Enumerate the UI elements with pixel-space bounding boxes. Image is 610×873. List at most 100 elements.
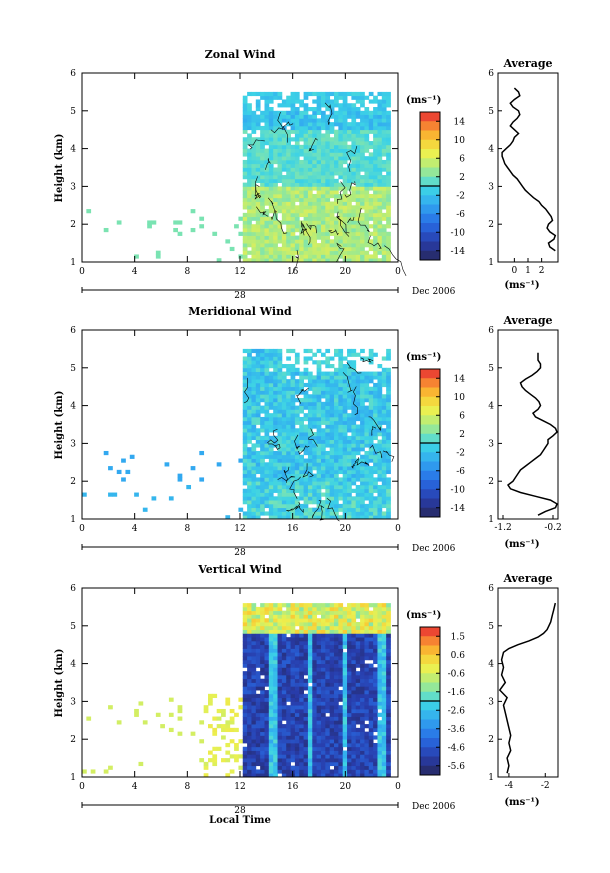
zonal-heat-cell <box>303 186 309 191</box>
zonal-heat-cell <box>320 216 326 221</box>
meridional-heat-cell <box>238 507 244 512</box>
vertical-heat-cell <box>203 761 209 767</box>
vertical-heat-cell <box>247 656 252 661</box>
meridional-heat-cell <box>268 428 274 433</box>
vertical-heat-cell <box>290 637 296 642</box>
vertical-heat-cell <box>386 656 391 661</box>
zonal-heat-cell <box>255 235 261 240</box>
meridional-heat-cell <box>329 462 335 467</box>
vertical-heat-cell <box>273 629 278 634</box>
zonal-heat-cell <box>251 193 257 199</box>
meridional-heat-cell <box>338 424 344 429</box>
vertical-heat-cell <box>251 625 257 630</box>
vertical-heat-cell <box>334 724 339 729</box>
zonal-heat-cell <box>320 227 326 233</box>
meridional-heat-cell <box>281 364 287 369</box>
zonal-heat-cell <box>281 163 287 168</box>
zonal-heat-cell <box>355 129 361 134</box>
zonal-heat-cell <box>364 125 370 131</box>
vertical-heat-cell <box>329 754 335 759</box>
zonal-heat-cell <box>299 110 304 115</box>
meridional-heat-cell <box>355 507 361 512</box>
vertical-heat-cell <box>277 618 283 623</box>
meridional-heat-cell <box>299 398 304 403</box>
zonal-heat-cell <box>277 103 283 108</box>
zonal-heat-cell <box>286 258 291 263</box>
vertical-heat-cell <box>290 648 296 653</box>
zonal-heat-cell <box>290 190 296 195</box>
vertical-heat-cell <box>260 754 265 759</box>
meridional-heat-cell <box>264 413 270 418</box>
meridional-profile-frame <box>497 329 559 520</box>
meridional-heat-cell <box>368 390 374 395</box>
meridional-heat-cell <box>377 386 383 391</box>
meridional-heat-cell <box>268 450 274 456</box>
meridional-heat-cell <box>286 462 291 467</box>
vertical-heat-cell <box>373 614 378 619</box>
zonal-heat-cell <box>303 91 309 97</box>
zonal-heat-cell <box>268 137 274 142</box>
zonal-heat-cell <box>290 201 296 206</box>
meridional-heat-cell <box>251 511 257 516</box>
meridional-heat-cell <box>277 382 283 388</box>
vertical-heat-cell <box>103 769 109 774</box>
zonal-heat-cell <box>251 212 257 218</box>
zonal-heat-cell <box>347 129 352 134</box>
vertical-heat-cell <box>316 625 322 630</box>
zonal-heat-cell <box>286 171 291 176</box>
zonal-heat-cell <box>264 103 270 108</box>
vertical-heat-cell <box>247 640 252 646</box>
meridional-heat-cell <box>303 428 309 433</box>
zonal-heat-cell <box>325 125 331 131</box>
zonal-heat-cell <box>381 144 387 149</box>
vertical-heat-cell <box>355 742 361 748</box>
vertical-heat-cell <box>329 603 335 608</box>
meridional-heat-cell <box>325 379 331 384</box>
zonal-heat-cell <box>364 258 370 263</box>
meridional-heat-cell <box>277 405 283 410</box>
vertical-heat-cell <box>277 610 283 615</box>
vertical-heat-cell <box>281 652 287 657</box>
meridional-heat-cell <box>312 398 318 403</box>
zonal-heat-cell <box>260 212 265 218</box>
zonal-heat-cell <box>307 227 313 233</box>
meridional-heat-cell <box>307 432 313 437</box>
zonal-heat-cell <box>325 159 331 165</box>
meridional-heat-cell <box>351 481 357 486</box>
zonal-heat-cell <box>299 254 304 259</box>
meridional-ytick-label: 6 <box>70 326 76 336</box>
vertical-heat-cell <box>294 656 300 661</box>
zonal-heat-cell <box>264 193 270 199</box>
zonal-heat-cell <box>373 137 378 142</box>
vertical-heat-cell <box>338 773 344 778</box>
meridional-heat-cell <box>251 496 257 501</box>
vertical-profile-ytick-label: 4 <box>488 660 494 670</box>
zonal-heat-cell <box>247 235 252 240</box>
vertical-heat-cell <box>368 637 374 642</box>
zonal-heat-cell <box>329 178 335 184</box>
meridional-heat-cell <box>264 492 270 497</box>
vertical-heat-cell <box>360 758 365 763</box>
vertical-heat-cell <box>364 610 370 615</box>
zonal-heat-cell <box>264 231 270 236</box>
meridional-heat-cell <box>334 432 339 437</box>
zonal-heat-cell <box>355 250 361 255</box>
meridional-heat-cell <box>260 405 265 410</box>
meridional-heat-cell <box>342 469 348 475</box>
meridional-heat-cell <box>351 409 357 414</box>
zonal-heat-cell <box>347 107 352 112</box>
meridional-heat-cell <box>351 443 357 448</box>
vertical-heat-cell <box>273 678 278 683</box>
meridional-heat-cell <box>338 481 344 486</box>
zonal-heat-cell <box>260 231 265 236</box>
zonal-heat-cell <box>342 246 348 252</box>
zonal-heat-cell <box>281 99 287 104</box>
vertical-heat-cell <box>273 701 278 706</box>
vertical-heat-cell <box>338 618 344 623</box>
zonal-heat-cell <box>281 205 287 210</box>
meridional-heat-cell <box>351 435 357 441</box>
vertical-heat-cell <box>347 648 352 653</box>
vertical-heat-cell <box>312 674 318 680</box>
vertical-heat-cell <box>364 671 370 676</box>
